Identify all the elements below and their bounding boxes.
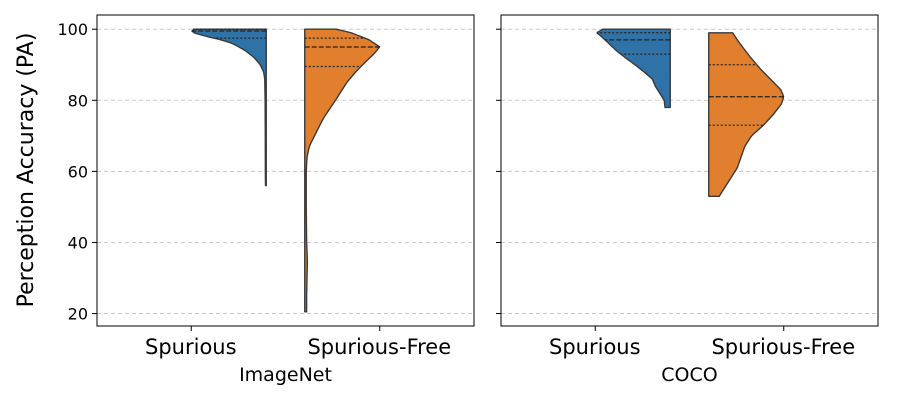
plot-frame <box>96 14 475 327</box>
category-label-spurious: Spurious <box>145 335 237 359</box>
category-label-spurious-free: Spurious-Free <box>711 335 855 359</box>
violin-spurious <box>191 28 267 187</box>
violin-spurious-free <box>304 28 381 313</box>
y-axis-title: Perception Accuracy (PA) <box>14 33 39 308</box>
y-tick-label: 20 <box>68 305 88 324</box>
y-tick-label: 60 <box>68 162 88 181</box>
y-tick-label: 80 <box>68 91 88 110</box>
panel-xlabel-coco: COCO <box>661 364 717 386</box>
y-tick-label: 40 <box>68 233 88 252</box>
violin-spurious <box>596 28 671 109</box>
y-tick-label: 100 <box>57 20 88 39</box>
violin-spurious-free <box>708 32 785 197</box>
plot-frame <box>500 14 879 327</box>
category-label-spurious: Spurious <box>549 335 641 359</box>
panel-xlabel-imagenet: ImageNet <box>239 364 332 386</box>
panel-coco: Spurious Spurious-Free COCO <box>496 14 879 386</box>
panel-imagenet: 20 40 60 80 100 Spurious Spurious-Free Image… <box>57 14 475 386</box>
category-label-spurious-free: Spurious-Free <box>307 335 451 359</box>
